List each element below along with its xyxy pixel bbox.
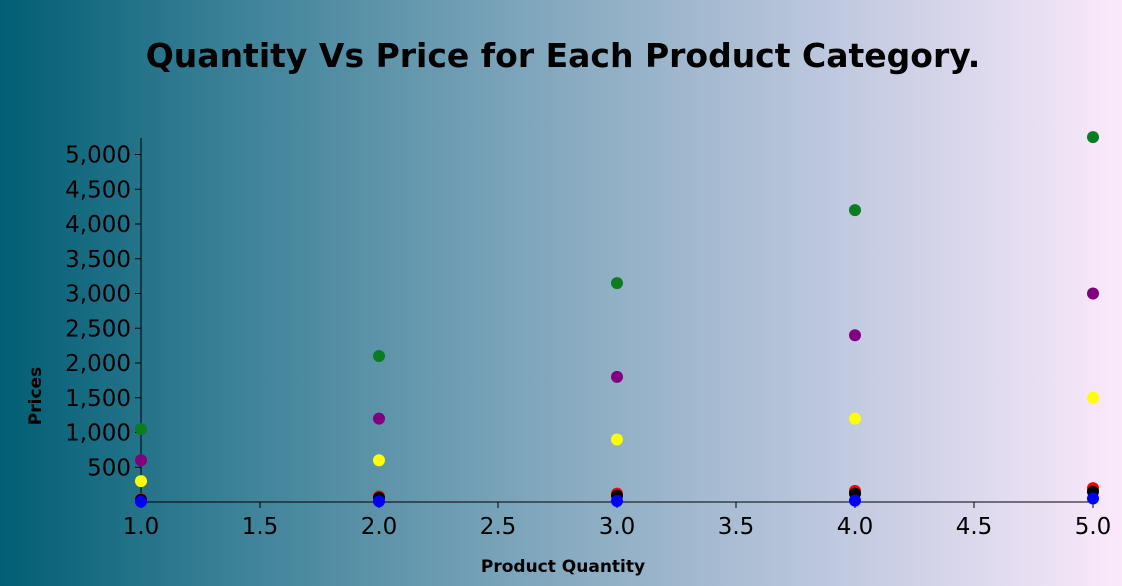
y-tick-label: 1,500 <box>65 386 131 412</box>
x-tick-label: 4.0 <box>837 514 874 540</box>
y-tick-label: 2,000 <box>65 351 131 377</box>
x-ticks: 1.0 1.5 2.0 2.5 3.0 3.5 4.0 4.5 5.0 <box>123 502 1112 540</box>
x-tick-label: 5.0 <box>1075 514 1112 540</box>
data-point-series-2 <box>135 475 147 488</box>
data-point-series-5 <box>849 494 861 507</box>
data-point-series-1 <box>135 454 147 467</box>
x-tick-label: 3.5 <box>718 514 755 540</box>
data-point-series-0 <box>1087 131 1099 144</box>
y-tick-label: 4,500 <box>65 177 131 203</box>
data-point-series-2 <box>849 412 861 425</box>
data-point-series-2 <box>373 454 385 467</box>
y-tick-label: 3,000 <box>65 282 131 308</box>
data-point-series-5 <box>135 495 147 508</box>
y-tick-label: 1,000 <box>65 421 131 447</box>
plot-area: 500 1,000 1,500 2,000 2,500 3,000 3,500 4,000 4,… <box>65 131 1111 540</box>
data-point-series-5 <box>1087 492 1099 505</box>
x-tick-label: 4.5 <box>956 514 993 540</box>
data-point-series-5 <box>611 494 623 507</box>
x-tick-label: 2.5 <box>480 514 517 540</box>
data-point-series-0 <box>849 204 861 217</box>
data-point-series-1 <box>1087 287 1099 300</box>
x-tick-label: 3.0 <box>599 514 636 540</box>
y-tick-label: 4,000 <box>65 212 131 238</box>
data-point-series-0 <box>611 277 623 290</box>
chart-title: Quantity Vs Price for Each Product Categ… <box>146 36 981 75</box>
y-tick-label: 2,500 <box>65 316 131 342</box>
scatter-points <box>135 131 1099 508</box>
x-tick-label: 2.0 <box>361 514 398 540</box>
y-tick-label: 5,000 <box>65 143 131 169</box>
data-point-series-2 <box>611 433 623 446</box>
x-axis-label: Product Quantity <box>481 557 645 577</box>
data-point-series-2 <box>1087 391 1099 404</box>
data-point-series-5 <box>373 495 385 508</box>
data-point-series-1 <box>611 370 623 383</box>
x-tick-label: 1.0 <box>123 514 160 540</box>
data-point-series-1 <box>849 329 861 342</box>
y-axis-label: Prices <box>26 367 46 425</box>
y-tick-label: 500 <box>87 455 131 481</box>
data-point-series-1 <box>373 412 385 425</box>
x-tick-label: 1.5 <box>242 514 279 540</box>
y-ticks: 500 1,000 1,500 2,000 2,500 3,000 3,500 4,000 4,… <box>65 143 141 481</box>
data-point-series-0 <box>135 423 147 436</box>
data-point-series-0 <box>373 350 385 363</box>
y-tick-label: 3,500 <box>65 247 131 273</box>
